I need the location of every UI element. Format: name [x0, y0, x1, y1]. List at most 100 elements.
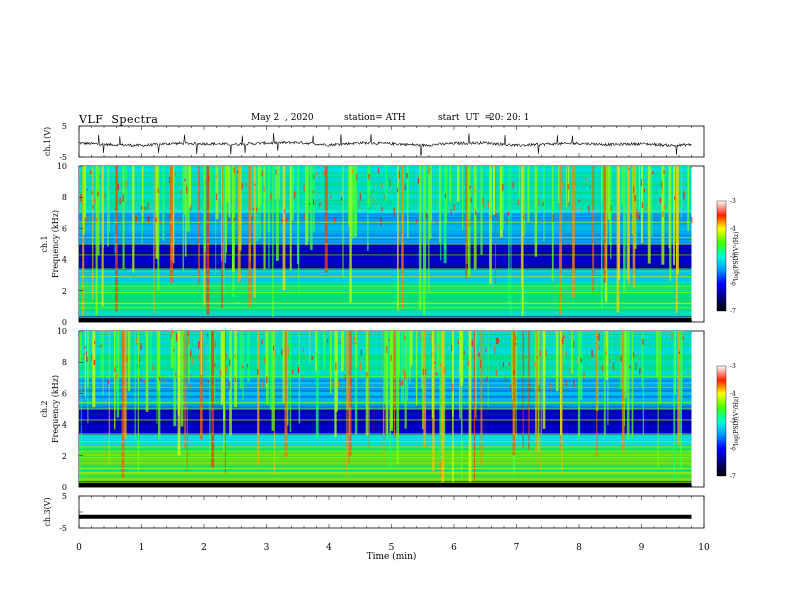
- ch2-spectrogram-burst: [522, 331, 524, 448]
- ch1-spectrogram-burst: [462, 166, 464, 230]
- ch1-spectrogram-burst: [473, 166, 477, 270]
- ch1-spectrogram-band: [79, 308, 692, 311]
- ch2-spectrogram-band: [79, 448, 692, 451]
- x-tick-label: 4: [326, 543, 332, 553]
- ch1-spectrogram-speckle: [144, 206, 146, 211]
- ch1-spectrogram-colorbar-tick: -3: [730, 198, 736, 205]
- ch1-spectrogram-speckle: [254, 183, 256, 186]
- ch2-spectrogram-speckle: [214, 363, 216, 367]
- ch1-spectrogram-burst: [155, 166, 159, 259]
- ch1-spectrogram-speckle: [416, 219, 418, 224]
- ch1-spectrogram-speckle: [588, 205, 590, 214]
- ch2-spectrogram-speckle: [393, 348, 396, 355]
- ch2-spectrogram-burst: [563, 331, 566, 364]
- ch1-spectrogram-speckle: [453, 204, 455, 211]
- ch1-spectrogram-speckle: [340, 197, 343, 201]
- ch1-spectrogram-burst: [272, 166, 274, 318]
- ch1-spectrogram-speckle: [372, 189, 375, 193]
- ch1-spectrogram-band: [79, 251, 692, 255]
- ch1-spectrogram-burst: [396, 166, 399, 311]
- ch1-spectrogram-band: [79, 224, 692, 227]
- x-tick-label: 5: [389, 543, 395, 553]
- ch2-spectrogram-speckle: [115, 374, 117, 380]
- ch2-spectrogram-band: [79, 405, 692, 408]
- ch1-spectrogram-speckle: [135, 216, 137, 222]
- ch2-spectrogram-colorbar-tick: -3: [730, 363, 736, 370]
- ch1-spectrogram-burst: [248, 166, 251, 307]
- ch1-spectrogram-burst: [439, 166, 441, 243]
- ch1-spectrogram-burst: [465, 166, 467, 280]
- ch1-spectrogram-speckle: [661, 187, 663, 194]
- ch2-spectrogram-speckle: [440, 363, 442, 368]
- ch1-spectrogram-speckle: [233, 167, 235, 174]
- ch2-spectrogram-band: [79, 461, 692, 464]
- ch1-spectrogram-burst: [687, 166, 690, 231]
- ch1-spectrogram-speckle: [377, 168, 380, 173]
- ch2-spectrogram-speckle: [148, 378, 151, 382]
- ch2-spectrogram-burst: [211, 331, 215, 468]
- ch2-spectrogram-burst: [180, 331, 184, 427]
- ch2-spectrogram-burst: [316, 331, 318, 366]
- ch2-spectrogram-burst: [170, 331, 174, 369]
- ch1-spectrogram-speckle: [482, 197, 484, 204]
- ch2-spectrogram-burst: [631, 331, 634, 439]
- ch2-spectrogram-speckle: [171, 331, 173, 334]
- ch1-spectrogram-speckle: [308, 203, 311, 206]
- ch2-spectrogram-speckle: [139, 377, 141, 381]
- ch2-spectrogram-speckle: [431, 351, 433, 358]
- ch2-spectrogram-speckle: [83, 353, 85, 361]
- ch2-spectrogram-speckle: [591, 349, 593, 357]
- ch1-spectrogram-speckle: [147, 202, 149, 210]
- ch1-spectrogram-speckle: [281, 219, 284, 223]
- ch2-spectrogram-speckle: [529, 384, 531, 391]
- ch1-spectrogram-burst: [429, 166, 432, 239]
- ch1-spectrogram-speckle: [469, 185, 471, 189]
- ch2-spectrogram-speckle: [84, 346, 86, 350]
- ch1-spectrogram-speckle: [197, 196, 200, 200]
- ch2-spectrogram-burst: [439, 331, 442, 461]
- ch1-spectrogram-burst: [632, 166, 636, 288]
- ch1-spectrogram-speckle: [190, 204, 192, 213]
- ch1-spectrogram-burst: [617, 166, 621, 280]
- ch2-spectrogram-speckle: [435, 372, 438, 375]
- ch1-spectrogram-speckle: [115, 169, 117, 176]
- ch2-spectrogram-burst: [396, 331, 400, 465]
- ch1-spectrogram-burst: [268, 166, 270, 269]
- ch1-spectrogram-speckle: [635, 214, 638, 218]
- ch2-spectrogram-burst: [149, 331, 152, 374]
- ch2-spectrogram-burst: [480, 331, 483, 465]
- ch2-spectrogram-speckle: [434, 361, 436, 365]
- ch2-spectrogram-speckle: [360, 349, 363, 356]
- ch1-spectrogram-speckle: [381, 184, 383, 188]
- ch1-spectrogram-burst: [228, 166, 231, 218]
- ch2-spectrogram-burst: [459, 331, 461, 419]
- ch1-spectrogram-speckle: [640, 179, 643, 187]
- ch1-spectrogram-band: [79, 238, 692, 241]
- ch2-spectrogram-band: [79, 463, 692, 466]
- ch2-spectrogram-burst: [156, 331, 158, 424]
- ch2-spectrogram-speckle: [457, 339, 459, 344]
- ch1-spectrogram-speckle: [634, 194, 636, 202]
- ch1-spectrogram-band: [79, 290, 692, 294]
- ch2-spectrogram-speckle: [108, 380, 110, 384]
- ch2-spectrogram-speckle: [568, 368, 571, 375]
- ch1-spectrogram-speckle: [319, 202, 321, 207]
- ch2-spectrogram-speckle: [687, 371, 689, 374]
- ch1-spectrogram-burst: [501, 166, 505, 230]
- ch1-spectrogram-speckle: [269, 214, 271, 219]
- ch2-spectrogram-speckle: [264, 358, 266, 363]
- ch1-spectrogram-burst: [428, 166, 430, 293]
- ch1-spectrogram-burst: [256, 166, 259, 242]
- ch1-spectrogram-band: [79, 314, 692, 317]
- ch1-spectrogram-band: [79, 298, 692, 301]
- ch2-spectrogram-burst: [528, 331, 530, 450]
- ch1-spectrogram-burst: [368, 166, 371, 207]
- ch1-spectrogram-speckle: [383, 195, 386, 199]
- ch2-spectrogram-speckle: [451, 344, 453, 352]
- ch2-spectrogram-burst: [287, 331, 289, 426]
- ch2-spectrogram-speckle: [403, 371, 406, 380]
- ch2-spectrogram-burst: [680, 331, 683, 468]
- ch2-spectrogram-speckle: [257, 368, 259, 375]
- ch2-spectrogram-speckle: [85, 351, 87, 356]
- ch1-spectrogram-burst: [499, 166, 503, 238]
